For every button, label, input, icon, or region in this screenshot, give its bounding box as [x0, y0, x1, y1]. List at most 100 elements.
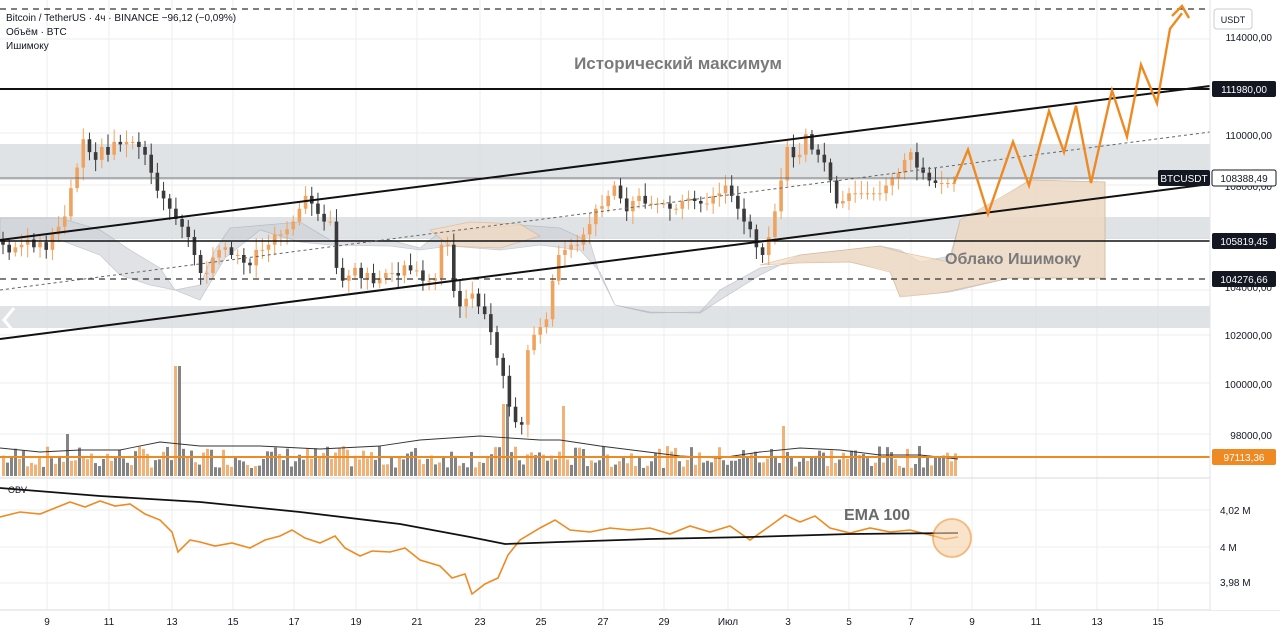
- time-axis-label: 15: [227, 617, 239, 628]
- volume-bar: [750, 453, 753, 476]
- candle-body: [631, 201, 635, 212]
- volume-bar: [22, 450, 25, 476]
- candle-body: [458, 291, 462, 307]
- candle-body: [717, 193, 722, 196]
- volume-bar: [918, 446, 921, 476]
- volume-bar: [618, 461, 621, 476]
- candle-body: [433, 278, 438, 281]
- volume-bar: [538, 452, 541, 476]
- candle-body: [513, 406, 518, 423]
- candle-body: [915, 152, 919, 168]
- volume-bar: [706, 460, 709, 476]
- volume-bar: [282, 460, 285, 476]
- time-axis[interactable]: 9 11 13 15 17 19 21 23 25 27 29 Июл 3 5 7 9 11 13 15: [0, 611, 1280, 637]
- volume-bar: [2, 455, 5, 476]
- ath-level-tag[interactable]: [1212, 81, 1276, 97]
- volume-indicator-label[interactable]: Объём · BTC: [6, 27, 67, 38]
- left-scroll-icon[interactable]: [2, 307, 16, 333]
- candle-body: [143, 147, 147, 155]
- volume-bar: [554, 459, 557, 476]
- candle-body: [803, 134, 808, 155]
- volume-bar: [646, 465, 649, 476]
- candle-body: [328, 221, 333, 223]
- volume-bar: [322, 453, 325, 476]
- price-axis[interactable]: USDT114000,00110000,00108000,00106000,00…: [1158, 0, 1280, 610]
- lower-level-tag[interactable]: [1212, 271, 1276, 287]
- symbol-info[interactable]: Bitcoin / TetherUS · 4ч · BINANCE −96,12…: [6, 13, 237, 24]
- currency-button[interactable]: [1213, 8, 1253, 30]
- volume-bar: [510, 452, 513, 476]
- volume-bar: [558, 451, 561, 476]
- candle-body: [427, 280, 431, 282]
- volume-bar: [338, 447, 341, 476]
- cloud-annotation: Облако Ишимоку: [945, 251, 1081, 268]
- volume-bar: [814, 455, 817, 476]
- ema-annotation: EMA 100: [844, 507, 910, 524]
- price-axis-label: 102000,00: [1225, 331, 1273, 342]
- volume-bar: [470, 451, 473, 476]
- candle-body: [155, 172, 160, 191]
- candle-body: [946, 183, 950, 184]
- volume-bar: [526, 454, 529, 476]
- time-axis-label: 17: [288, 617, 300, 628]
- volume-bar: [518, 460, 521, 476]
- btcusdt-symbol-tag[interactable]: [1158, 170, 1210, 186]
- candle-body: [618, 185, 623, 199]
- volume-bar: [950, 461, 953, 476]
- candle-body: [25, 239, 30, 245]
- price-axis-label: 100000,00: [1225, 380, 1273, 391]
- volume-bar: [394, 467, 397, 476]
- volume-bar: [174, 366, 177, 476]
- candle-body: [464, 298, 468, 307]
- volume-bar: [490, 454, 493, 476]
- support-level-tag[interactable]: [1212, 233, 1276, 249]
- candle-body: [161, 190, 166, 199]
- time-axis-label: 9: [969, 617, 975, 628]
- volume-bar: [722, 460, 725, 476]
- volume-bar: [138, 446, 141, 476]
- volume-bar: [858, 455, 861, 476]
- volume-bar: [610, 466, 613, 476]
- volume-bar: [230, 466, 233, 476]
- volume-bar: [710, 462, 713, 476]
- trend-lines[interactable]: [0, 8, 1211, 458]
- candle-body: [87, 139, 92, 153]
- volume-bar: [782, 426, 785, 476]
- volume-bar: [226, 464, 229, 476]
- time-axis-label: Июл: [718, 617, 738, 628]
- btcusdt-symbol-tag-text: BTCUSDT: [1160, 174, 1207, 185]
- candle-body: [507, 375, 512, 407]
- volume-bar: [894, 459, 897, 476]
- cloud-bullish: [429, 179, 1106, 298]
- candle-body: [371, 273, 376, 284]
- forecast-arrow-icon: [1171, 4, 1191, 19]
- candle-body: [50, 234, 55, 250]
- volume-bar: [422, 464, 425, 476]
- candle-body: [563, 249, 567, 255]
- volume-bar: [206, 448, 209, 476]
- volume-bar: [246, 464, 249, 476]
- candle-body: [908, 152, 913, 160]
- volume-bar: [218, 467, 221, 476]
- volume-bar: [570, 464, 573, 476]
- volume-bar: [222, 449, 225, 476]
- volume-bar: [154, 460, 157, 476]
- volume-bar: [306, 448, 309, 476]
- volume-bar: [446, 467, 449, 476]
- volume-bar: [874, 462, 877, 476]
- candle-body: [729, 185, 734, 196]
- candle-body: [285, 229, 289, 235]
- candle-body: [279, 234, 283, 236]
- volume-bar: [450, 451, 453, 476]
- candle-body: [760, 247, 765, 255]
- forecast-path[interactable]: [952, 4, 1191, 218]
- ichimoku-indicator-label[interactable]: Ишимоку: [6, 41, 49, 52]
- candle-body: [365, 273, 370, 279]
- volume-bar: [698, 452, 701, 476]
- volume-level-tag[interactable]: [1212, 449, 1276, 465]
- volume-bar: [26, 466, 29, 476]
- last-price-tag[interactable]: [1211, 169, 1277, 187]
- candle-body: [334, 221, 339, 268]
- price-axis-label: 98000,00: [1230, 431, 1272, 442]
